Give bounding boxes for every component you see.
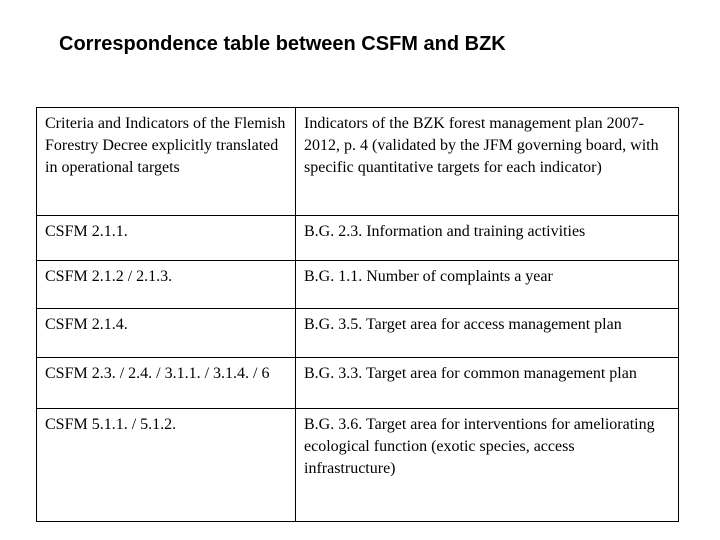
- table-header-row: Criteria and Indicators of the Flemish F…: [36, 107, 679, 216]
- csfm-cell: CSFM 2.1.1.: [36, 215, 296, 261]
- slide-title: Correspondence table between CSFM and BZ…: [59, 33, 506, 55]
- table-row: CSFM 2.1.2 / 2.1.3. B.G. 1.1. Number of …: [36, 260, 679, 309]
- bzk-cell: B.G. 1.1. Number of complaints a year: [295, 260, 679, 309]
- table-row: CSFM 5.1.1. / 5.1.2. B.G. 3.6. Target ar…: [36, 408, 679, 522]
- bzk-cell: B.G. 3.3. Target area for common managem…: [295, 357, 679, 409]
- header-criteria-indicators: Criteria and Indicators of the Flemish F…: [36, 107, 296, 216]
- table-row: CSFM 2.1.4. B.G. 3.5. Target area for ac…: [36, 308, 679, 358]
- csfm-cell: CSFM 2.3. / 2.4. / 3.1.1. / 3.1.4. / 6: [36, 357, 296, 409]
- table-row: CSFM 2.1.1. B.G. 2.3. Information and tr…: [36, 215, 679, 261]
- table-row: CSFM 2.3. / 2.4. / 3.1.1. / 3.1.4. / 6 B…: [36, 357, 679, 409]
- csfm-cell: CSFM 5.1.1. / 5.1.2.: [36, 408, 296, 522]
- bzk-cell: B.G. 3.5. Target area for access managem…: [295, 308, 679, 358]
- csfm-cell: CSFM 2.1.2 / 2.1.3.: [36, 260, 296, 309]
- correspondence-table: Criteria and Indicators of the Flemish F…: [36, 107, 679, 522]
- bzk-cell: B.G. 3.6. Target area for interventions …: [295, 408, 679, 522]
- header-bzk-indicators: Indicators of the BZK forest management …: [295, 107, 679, 216]
- csfm-cell: CSFM 2.1.4.: [36, 308, 296, 358]
- table-body: CSFM 2.1.1. B.G. 2.3. Information and tr…: [36, 215, 679, 522]
- bzk-cell: B.G. 2.3. Information and training activ…: [295, 215, 679, 261]
